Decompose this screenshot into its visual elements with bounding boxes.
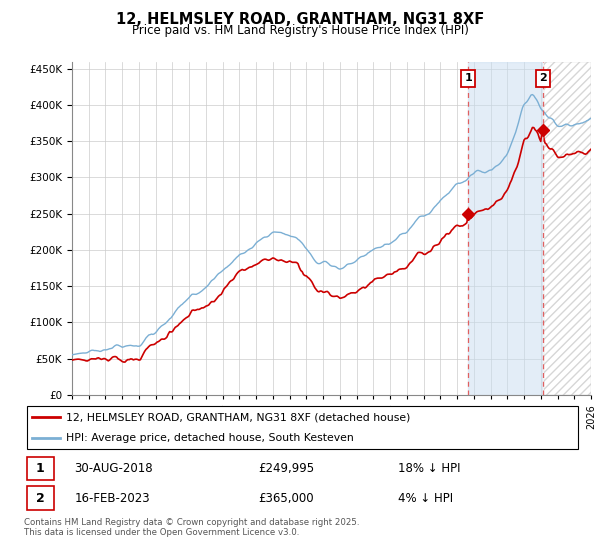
Text: 12, HELMSLEY ROAD, GRANTHAM, NG31 8XF: 12, HELMSLEY ROAD, GRANTHAM, NG31 8XF <box>116 12 484 27</box>
FancyBboxPatch shape <box>27 486 53 510</box>
Text: 1: 1 <box>36 462 44 475</box>
FancyBboxPatch shape <box>27 456 53 480</box>
Text: 2: 2 <box>539 73 547 83</box>
Text: 18% ↓ HPI: 18% ↓ HPI <box>398 462 460 475</box>
Text: £365,000: £365,000 <box>259 492 314 505</box>
Text: 1: 1 <box>464 73 472 83</box>
Text: HPI: Average price, detached house, South Kesteven: HPI: Average price, detached house, Sout… <box>66 433 353 444</box>
Text: 30-AUG-2018: 30-AUG-2018 <box>74 462 153 475</box>
Text: Contains HM Land Registry data © Crown copyright and database right 2025.
This d: Contains HM Land Registry data © Crown c… <box>24 518 359 538</box>
Text: 4% ↓ HPI: 4% ↓ HPI <box>398 492 453 505</box>
Text: 12, HELMSLEY ROAD, GRANTHAM, NG31 8XF (detached house): 12, HELMSLEY ROAD, GRANTHAM, NG31 8XF (d… <box>66 412 410 422</box>
Text: Price paid vs. HM Land Registry's House Price Index (HPI): Price paid vs. HM Land Registry's House … <box>131 24 469 37</box>
Text: 2: 2 <box>36 492 44 505</box>
Text: £249,995: £249,995 <box>259 462 314 475</box>
Text: 16-FEB-2023: 16-FEB-2023 <box>74 492 150 505</box>
FancyBboxPatch shape <box>27 406 578 450</box>
